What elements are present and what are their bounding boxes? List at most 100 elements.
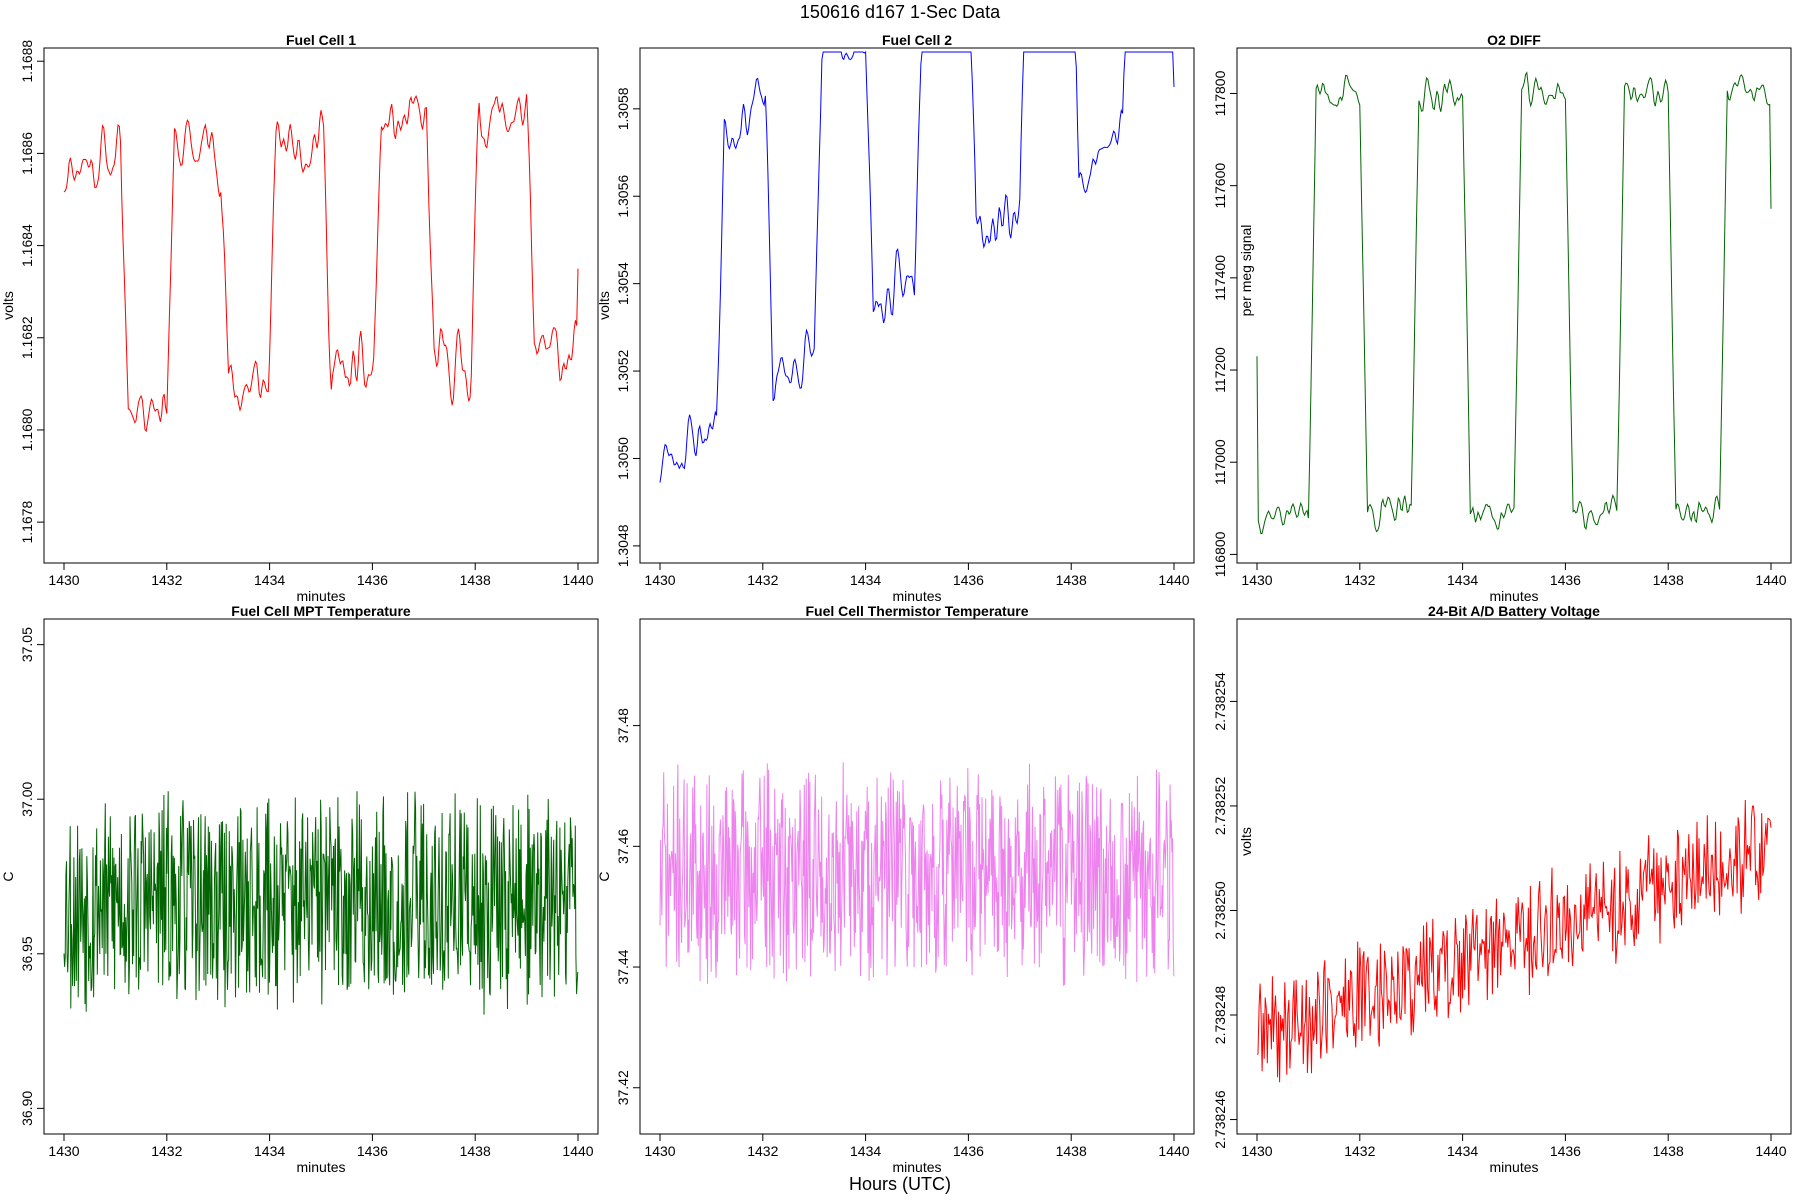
y-tick-label: 37.44 <box>615 949 631 984</box>
x-tick-label: 1436 <box>953 1143 984 1159</box>
x-tick-label: 1434 <box>1447 572 1478 588</box>
panel-6: 24-Bit A/D Battery Voltage 1430 1432 1434 14… <box>1212 603 1792 1175</box>
y-tick-label: 1.3052 <box>615 349 631 392</box>
y-tick-label: 37.42 <box>615 1070 631 1105</box>
x-tick-label: 1438 <box>460 1143 491 1159</box>
y-tick-label: 117000 <box>1212 439 1228 485</box>
y-tick-label: 36.90 <box>19 1091 35 1126</box>
y-tick-label: 36.95 <box>19 936 35 971</box>
x-axis-label: minutes <box>1489 588 1538 604</box>
panel-5: Fuel Cell Thermistor Temperature 1430 1432… <box>596 603 1195 1175</box>
x-tick-label: 1440 <box>562 572 593 588</box>
y-tick-label: 2.738252 <box>1212 777 1228 836</box>
x-tick-label: 1438 <box>1653 1143 1684 1159</box>
x-tick-label: 1440 <box>1158 572 1189 588</box>
x-tick-label: 1436 <box>953 572 984 588</box>
y-tick-label: 37.48 <box>615 708 631 743</box>
plot-frame <box>43 47 599 564</box>
panel-3: O2 DIFF 1430 1432 1434 1436 1438 1440 minutes 11… <box>1212 32 1792 604</box>
x-tick-label: 1434 <box>1447 1143 1478 1159</box>
x-tick-label: 1440 <box>1755 572 1786 588</box>
panels: Fuel Cell 1 1430 1432 1434 1436 1438 1440 minut… <box>0 32 1792 1175</box>
x-tick-label: 1436 <box>1550 1143 1581 1159</box>
x-tick-label: 1438 <box>1653 572 1684 588</box>
figure-xlabel: Hours (UTC) <box>849 1174 951 1194</box>
x-axis-label: minutes <box>1489 1159 1538 1175</box>
y-tick-label: 1.1680 <box>19 408 35 451</box>
x-tick-label: 1434 <box>850 1143 881 1159</box>
x-tick-label: 1434 <box>254 572 285 588</box>
plot-frame <box>639 618 1195 1135</box>
panel-title: Fuel Cell MPT Temperature <box>231 603 411 619</box>
x-tick-label: 1430 <box>644 572 675 588</box>
x-axis-label: minutes <box>892 588 941 604</box>
y-tick-label: 1.1686 <box>19 132 35 175</box>
x-tick-label: 1436 <box>357 572 388 588</box>
y-axis-label: C <box>0 871 16 881</box>
y-tick-label: 1.3058 <box>615 87 631 130</box>
y-axis-label: per meg signal <box>1238 225 1254 317</box>
x-tick-label: 1432 <box>151 572 182 588</box>
series-line <box>63 791 579 1015</box>
x-tick-label: 1440 <box>1158 1143 1189 1159</box>
y-tick-label: 37.05 <box>19 627 35 662</box>
x-tick-label: 1440 <box>562 1143 593 1159</box>
y-tick-label: 37.00 <box>19 781 35 816</box>
panel-title: Fuel Cell 1 <box>286 32 356 48</box>
y-tick-label: 1.3054 <box>615 262 631 305</box>
x-tick-label: 1432 <box>747 1143 778 1159</box>
x-tick-label: 1432 <box>1344 1143 1375 1159</box>
y-tick-label: 37.46 <box>615 829 631 864</box>
x-tick-label: 1438 <box>460 572 491 588</box>
series-line <box>63 94 579 433</box>
y-tick-label: 1.1688 <box>19 40 35 83</box>
y-axis-label: volts <box>1238 827 1254 856</box>
panel-2: Fuel Cell 2 1430 1432 1434 1436 1438 1440 minut… <box>596 32 1195 604</box>
plot-frame <box>43 618 599 1135</box>
x-tick-label: 1432 <box>747 572 778 588</box>
y-tick-label: 1.3048 <box>615 524 631 567</box>
series-line <box>659 51 1175 483</box>
x-tick-label: 1434 <box>850 572 881 588</box>
y-tick-label: 117200 <box>1212 347 1228 393</box>
x-tick-label: 1436 <box>1550 572 1581 588</box>
x-tick-label: 1438 <box>1056 572 1087 588</box>
panel-4: Fuel Cell MPT Temperature 1430 1432 1434 143… <box>0 603 599 1175</box>
x-tick-label: 1436 <box>357 1143 388 1159</box>
x-axis-label: minutes <box>296 588 345 604</box>
y-tick-label: 2.738248 <box>1212 986 1228 1045</box>
panel-1: Fuel Cell 1 1430 1432 1434 1436 1438 1440 minut… <box>0 32 599 604</box>
y-axis-label: C <box>596 871 612 881</box>
y-tick-label: 1.1684 <box>19 224 35 267</box>
x-tick-label: 1432 <box>1344 572 1375 588</box>
y-tick-label: 117400 <box>1212 255 1228 301</box>
y-tick-label: 2.738254 <box>1212 672 1228 731</box>
x-tick-label: 1440 <box>1755 1143 1786 1159</box>
figure-title: 150616 d167 1-Sec Data <box>800 2 1001 22</box>
x-axis-label: minutes <box>296 1159 345 1175</box>
y-tick-label: 1.1678 <box>19 501 35 544</box>
y-tick-label: 2.738246 <box>1212 1090 1228 1149</box>
x-tick-label: 1430 <box>1241 1143 1272 1159</box>
panel-title: 24-Bit A/D Battery Voltage <box>1428 603 1600 619</box>
x-tick-label: 1430 <box>644 1143 675 1159</box>
panel-title: Fuel Cell Thermistor Temperature <box>805 603 1028 619</box>
y-tick-label: 1.3056 <box>615 175 631 218</box>
plot-frame <box>639 47 1195 564</box>
x-tick-label: 1430 <box>48 572 79 588</box>
y-axis-label: volts <box>596 291 612 320</box>
x-axis-label: minutes <box>892 1159 941 1175</box>
x-tick-label: 1432 <box>151 1143 182 1159</box>
x-tick-label: 1430 <box>48 1143 79 1159</box>
series-line <box>1256 71 1772 535</box>
x-tick-label: 1438 <box>1056 1143 1087 1159</box>
y-tick-label: 1.1682 <box>19 316 35 359</box>
x-tick-label: 1430 <box>1241 572 1272 588</box>
y-tick-label: 2.738250 <box>1212 881 1228 940</box>
panel-title: Fuel Cell 2 <box>882 32 952 48</box>
series-line <box>659 762 1175 986</box>
panel-title: O2 DIFF <box>1487 32 1541 48</box>
y-tick-label: 117800 <box>1212 70 1228 116</box>
y-tick-label: 1.3050 <box>615 437 631 480</box>
